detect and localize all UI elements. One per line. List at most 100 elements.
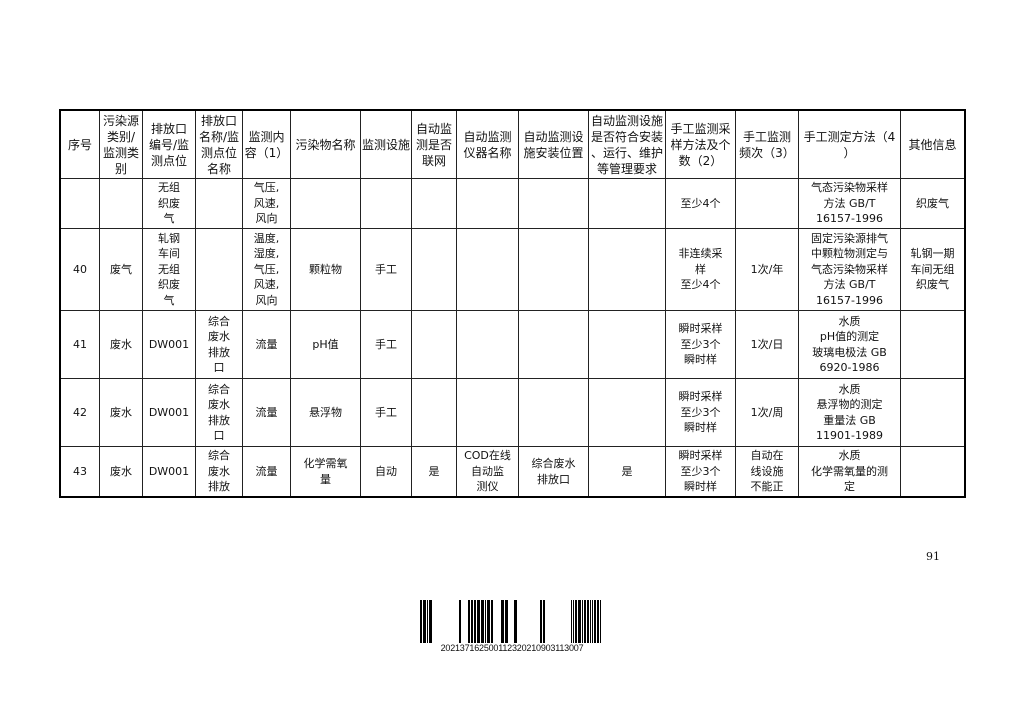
cell-text: 1次/日 <box>750 337 784 351</box>
cell-text <box>589 311 665 378</box>
cell-text <box>196 229 242 310</box>
cell-text <box>736 179 798 228</box>
table-cell: COD在线 自动监 测仪 <box>456 446 519 498</box>
table-cell <box>59 178 100 229</box>
cell-text: DW001 <box>148 337 190 351</box>
page-number: 91 <box>926 550 940 563</box>
cell-text: 瞬时采样 至少3个 瞬时样 <box>678 322 723 367</box>
barcode-bar <box>600 600 601 643</box>
cell-text: 废水 <box>110 405 132 419</box>
barcode-bar <box>420 600 422 643</box>
table-cell: 悬浮物 <box>290 378 361 447</box>
table-cell: 1次/周 <box>735 378 799 447</box>
column-header: 自动监 测是否 联网 <box>411 109 457 179</box>
cell-text <box>457 311 518 378</box>
barcode-bar <box>471 600 473 643</box>
table-cell: 废水 <box>99 310 143 379</box>
cell-text: 手工 <box>375 262 397 276</box>
cell-text: 流量 <box>255 337 278 351</box>
cell-text <box>519 179 588 228</box>
cell-text: 手工 <box>375 337 397 351</box>
column-header: 污染物名称 <box>290 109 361 179</box>
cell-text: 水质 化学需氧量的测 定 <box>811 449 888 494</box>
cell-text <box>457 379 518 446</box>
cell-text: 1次/年 <box>750 262 784 276</box>
table-cell: 自动在 线设施 不能正 <box>735 446 799 498</box>
cell-text: 自动在 线设施 不能正 <box>750 449 784 494</box>
table-cell: 化学需氧 量 <box>290 446 361 498</box>
cell-text <box>519 379 588 446</box>
cell-text <box>519 311 588 378</box>
table-cell: 是 <box>588 446 666 498</box>
table-cell <box>411 228 457 311</box>
cell-text: 42 <box>73 405 87 419</box>
table-cell: 至少4个 <box>665 178 736 229</box>
table-cell: 轧钢 车间 无组 织废 气 <box>142 228 196 311</box>
cell-text <box>361 179 411 228</box>
cell-text: DW001 <box>148 464 190 478</box>
barcode-bar <box>468 600 470 643</box>
cell-text: COD在线 自动监 测仪 <box>464 449 511 494</box>
table-cell <box>411 310 457 379</box>
cell-text: 自动 <box>375 464 397 478</box>
table-cell <box>588 178 666 229</box>
column-header: 监测设施 <box>360 109 412 179</box>
table-cell: 手工 <box>360 228 412 311</box>
barcode-bar <box>540 600 542 643</box>
table-cell: 43 <box>59 446 100 498</box>
table-row: 41 废水 DW001 综合 废水 排放 口 流量 pH值 手工 瞬时采样 至少3个 瞬时样 1… <box>59 310 966 379</box>
table-cell <box>588 228 666 311</box>
cell-text: 1次/周 <box>750 405 784 419</box>
barcode-bar <box>459 600 461 643</box>
table-cell: DW001 <box>142 446 196 498</box>
cell-text: 综合 废水 排放 <box>208 449 230 494</box>
table-cell <box>195 228 243 311</box>
cell-text: 综合 废水 排放 口 <box>208 314 230 375</box>
table-cell <box>411 378 457 447</box>
table-cell: 流量 <box>242 378 291 447</box>
table-cell: pH值 <box>290 310 361 379</box>
cell-text: 序号 <box>67 137 92 152</box>
cell-text: 废水 <box>110 337 132 351</box>
cell-text: 轧钢 车间 无组 织废 气 <box>158 231 180 307</box>
table-cell <box>900 310 966 379</box>
table-cell: 废水 <box>99 378 143 447</box>
barcode-bar <box>584 600 586 643</box>
cell-text: 水质 pH值的测定 玻璃电极法 GB 6920-1986 <box>812 314 887 375</box>
table-cell: 废气 <box>99 228 143 311</box>
table-cell: 颗粒物 <box>290 228 361 311</box>
cell-text: 至少4个 <box>680 196 721 210</box>
table-cell: 非连续采 样 至少4个 <box>665 228 736 311</box>
table-cell <box>735 178 799 229</box>
cell-text: 悬浮物 <box>309 405 342 419</box>
cell-text: 自动监测 仪器名称 <box>463 129 512 160</box>
cell-text: 污染源 类别/ 监测类 别 <box>102 113 139 176</box>
cell-text: 瞬时采样 至少3个 瞬时样 <box>678 390 723 435</box>
table-cell: 41 <box>59 310 100 379</box>
column-header: 序号 <box>59 109 100 179</box>
table-cell: 轧钢一期 车间无组 织废气 <box>900 228 966 311</box>
cell-text <box>196 179 242 228</box>
cell-text: 是 <box>621 464 633 478</box>
barcode-bar <box>474 600 476 643</box>
cell-text <box>901 311 964 378</box>
table-row: 无组 织废 气 气压, 风速, 风向 至少4个 气态污染物采样 方法 GB/T 161… <box>59 178 966 229</box>
cell-text: 化学需氧 量 <box>303 457 348 486</box>
cell-text: 手工 <box>375 405 397 419</box>
cell-text: 轧钢一期 车间无组 织废气 <box>910 247 955 292</box>
table-cell: 综合 废水 排放 口 <box>195 310 243 379</box>
barcode-bar <box>501 600 504 643</box>
table-cell <box>518 310 589 379</box>
table-cell <box>518 228 589 311</box>
barcode-bar <box>481 600 484 643</box>
barcode-bar <box>582 600 583 643</box>
cell-text <box>61 179 99 228</box>
table-cell: 手工 <box>360 378 412 447</box>
cell-text <box>589 179 665 228</box>
table-cell <box>518 378 589 447</box>
table-row: 43 废水 DW001 综合 废水 排放 流量 化学需氧 量 自动 是 COD在线 自动监 测仪… <box>59 446 966 498</box>
barcode <box>420 600 601 643</box>
cell-text: 无组 织废 气 <box>158 181 180 226</box>
cell-text: 43 <box>73 464 87 478</box>
table-cell <box>456 228 519 311</box>
